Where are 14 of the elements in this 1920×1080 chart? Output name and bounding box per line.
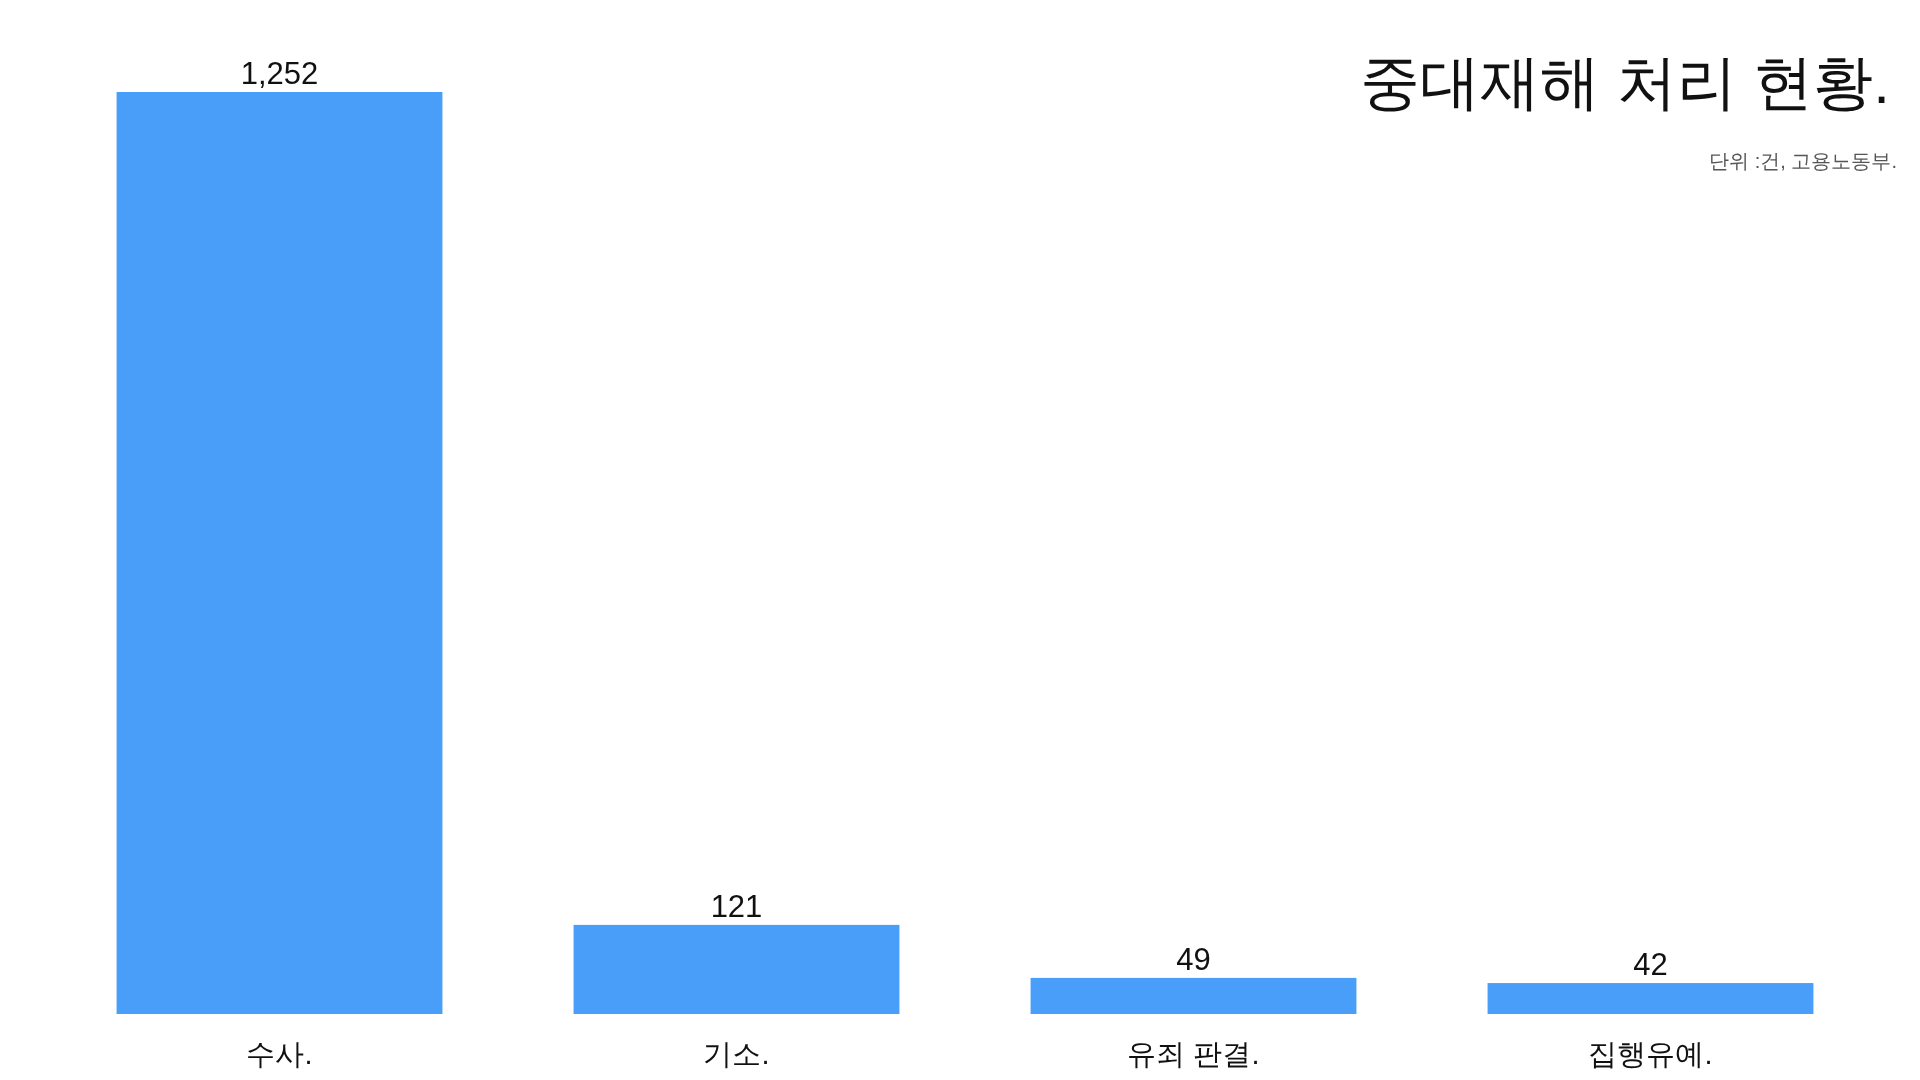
bar [116,92,443,1014]
data-label: 121 [710,888,763,924]
bar [1487,983,1814,1014]
x-tick-label: 수사. [246,1038,313,1070]
x-tick-label: 유죄 판결. [1127,1038,1260,1070]
data-label: 1,252 [240,56,319,91]
data-label: 49 [1176,941,1211,977]
x-tick-label: 기소. [703,1038,770,1070]
x-tick-label: 집행유예. [1588,1038,1713,1070]
chart-title: 중대재해 처리 현황. [1359,49,1890,116]
bar [1030,977,1357,1014]
bar [573,924,900,1014]
text: 단위 :건, 고용노동부. [1709,150,1897,172]
data-label: 42 [1633,947,1668,983]
